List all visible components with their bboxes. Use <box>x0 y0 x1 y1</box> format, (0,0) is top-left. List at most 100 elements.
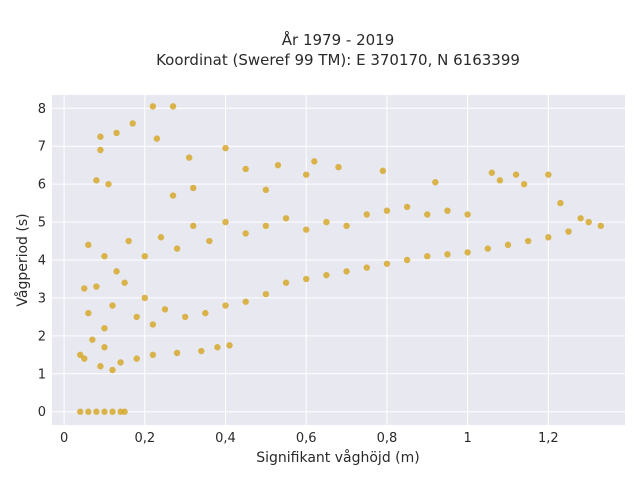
x-tick-label: 0,8 <box>377 431 398 446</box>
data-point <box>129 120 136 127</box>
data-point <box>504 241 512 249</box>
data-point <box>311 158 318 165</box>
data-point <box>222 302 229 309</box>
data-point <box>97 363 104 370</box>
data-point <box>520 180 528 188</box>
data-point <box>173 349 181 357</box>
data-point <box>363 211 370 218</box>
data-point <box>214 344 221 351</box>
x-tick-label: 0 <box>60 431 68 446</box>
data-point <box>198 347 205 355</box>
data-point <box>101 325 108 332</box>
data-point <box>303 171 310 178</box>
data-point <box>323 218 330 226</box>
data-point <box>303 275 310 283</box>
data-point <box>282 279 290 286</box>
data-point <box>226 342 233 349</box>
data-point <box>464 211 471 218</box>
data-point <box>585 218 592 226</box>
data-point <box>125 237 132 245</box>
data-point <box>383 260 391 267</box>
data-point <box>403 256 411 264</box>
y-axis-label: Vågperiod (s) <box>14 213 31 306</box>
data-point <box>93 408 100 415</box>
data-point <box>323 271 330 279</box>
data-point <box>149 351 157 359</box>
y-tick-label: 3 <box>38 291 46 306</box>
data-point <box>274 161 282 169</box>
data-point <box>101 253 108 260</box>
data-point <box>545 171 552 178</box>
x-tick-label: 1,2 <box>538 431 559 446</box>
data-point <box>512 171 520 178</box>
y-tick-label: 0 <box>38 405 46 420</box>
data-point <box>206 237 213 245</box>
data-point <box>424 211 431 218</box>
y-tick-label: 8 <box>38 102 46 117</box>
data-point <box>496 177 504 184</box>
data-points <box>77 103 604 415</box>
data-point <box>121 279 128 286</box>
data-point <box>597 222 604 230</box>
data-point <box>101 344 108 351</box>
data-point <box>89 336 96 343</box>
data-point <box>577 215 584 222</box>
data-point <box>303 226 310 233</box>
data-point <box>97 146 104 154</box>
data-point <box>85 408 92 415</box>
data-point <box>262 290 270 298</box>
data-point <box>262 186 270 194</box>
data-point <box>157 234 165 241</box>
data-point <box>282 215 290 222</box>
data-point <box>169 192 177 199</box>
x-tick-label: 0,2 <box>134 431 155 446</box>
data-point <box>484 245 492 252</box>
data-point <box>153 135 161 142</box>
data-point <box>109 302 116 309</box>
data-point <box>169 103 177 110</box>
x-axis-label: Signifikant våghöjd (m) <box>256 449 419 466</box>
data-point <box>81 285 88 292</box>
data-point <box>133 313 140 321</box>
data-point <box>121 408 128 415</box>
data-point <box>93 177 100 184</box>
data-point <box>109 366 116 374</box>
data-point <box>242 230 249 237</box>
data-point <box>81 355 88 362</box>
data-point <box>335 163 342 171</box>
data-point <box>363 264 370 271</box>
data-point <box>161 306 169 313</box>
y-tick-label: 7 <box>38 140 46 155</box>
data-point <box>222 144 229 152</box>
data-point <box>464 249 471 256</box>
y-tick-label: 4 <box>38 254 46 269</box>
y-tick-label: 1 <box>38 367 46 382</box>
data-point <box>444 251 451 258</box>
data-point <box>113 129 120 137</box>
y-tick-label: 5 <box>38 216 46 231</box>
x-tick-label: 0,6 <box>296 431 317 446</box>
data-point <box>242 298 249 305</box>
data-point <box>185 154 193 161</box>
data-point <box>343 268 350 275</box>
y-tick-label: 2 <box>38 329 46 344</box>
data-point <box>190 184 197 192</box>
data-point <box>77 351 84 359</box>
data-point <box>545 234 552 241</box>
data-point <box>113 268 120 275</box>
data-point <box>262 222 270 230</box>
chart-title-line-1: År 1979 - 2019 <box>282 30 395 49</box>
data-point <box>105 180 112 188</box>
data-point <box>173 245 181 252</box>
data-point <box>488 169 496 176</box>
data-point <box>403 203 411 211</box>
data-point <box>141 253 149 260</box>
data-point <box>383 207 391 214</box>
data-point <box>101 408 108 415</box>
data-point <box>524 237 532 245</box>
data-point <box>77 408 84 415</box>
data-point <box>444 207 451 214</box>
data-point <box>343 222 350 230</box>
data-point <box>190 222 197 230</box>
